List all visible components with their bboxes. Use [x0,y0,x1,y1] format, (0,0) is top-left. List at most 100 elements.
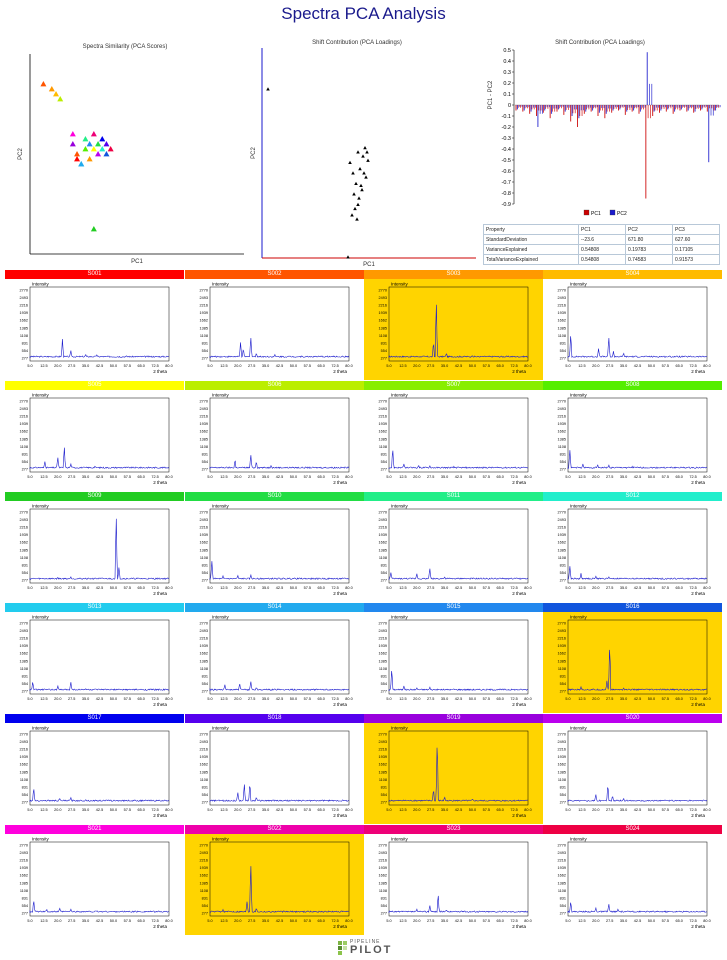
spectrum-cell[interactable]: S006 Intensity 2 theta 2770 2493 2216 1939 1662… [185,381,364,491]
x-tick-label: 35.0 [262,364,269,368]
y-tick-label: 2770 [20,844,28,848]
x-tick-label: 20.0 [234,364,241,368]
y-tick-label: 1662 [20,874,28,878]
y-tick-label: 1108 [558,889,566,893]
y-tick-label: 831 [381,341,387,345]
plot-background [210,731,349,805]
x-tick-label: 12.5 [220,919,227,923]
table-cell: 0.74583 [625,254,673,265]
x-tick-label: 72.5 [510,808,517,812]
x-tick-label: 65.0 [676,586,683,590]
legend-swatch [609,209,616,216]
x-tick-label: 42.5 [96,808,103,812]
y-tick-label: 1662 [379,874,387,878]
y-tick-label: 277 [560,912,566,916]
x-tick-label: 5.0 [565,697,570,701]
y-tick-label: 1662 [20,541,28,545]
x-tick-label: 5.0 [27,697,32,701]
x-tick-label: 35.0 [620,475,627,479]
x-tick-label: 20.0 [413,808,420,812]
loadings-bar-chart[interactable]: 0.5 0.4 0.3 0.2 0.1 0 -0.1 -0.2 -0.3 -0.4 -0.5 -0.6… [480,44,725,222]
spectrum-cell[interactable]: S010 Intensity 2 theta 2770 2493 2216 1939 1662… [185,492,364,602]
spectrum-cell-header: S009 [5,492,184,501]
x-tick-label: 80.0 [345,808,352,812]
spectrum-cell[interactable]: S024 Intensity 2 theta 2770 2493 2216 1939 1662… [543,825,722,935]
spectrum-cell[interactable]: S022 Intensity 2 theta 2770 2493 2216 1939 1662… [185,825,364,935]
y-tick-label: 1385 [200,881,208,885]
y-tick-label: 2770 [200,511,208,515]
plot-background [210,398,349,472]
x-axis-label: 2 theta [333,702,347,707]
plot-frame [567,730,708,806]
scores-plot[interactable]: PC1 PC2 [14,48,244,266]
spectrum-cell[interactable]: S020 Intensity 2 theta 2770 2493 2216 1939 1662… [543,714,722,824]
x-tick-label: 5.0 [386,697,391,701]
y-axis-label: Intensity [212,615,230,620]
y-tick-label: 277 [22,912,28,916]
score-point [78,161,85,167]
x-axis-label: 2 theta [153,924,167,929]
spectrum-cell[interactable]: S011 Intensity 2 theta 2770 2493 2216 1939 1662… [364,492,543,602]
spectrum-cell[interactable]: S004 Intensity 2 theta 2770 2493 2216 1939 1662… [543,270,722,380]
y-tick-label: 0.4 [503,59,511,65]
x-tick-label: 12.5 [578,808,585,812]
y-tick-label: 1385 [20,770,28,774]
x-tick-label: 80.0 [703,475,710,479]
spectrum-cell[interactable]: S008 Intensity 2 theta 2770 2493 2216 1939 1662… [543,381,722,491]
x-tick-label: 50.0 [648,697,655,701]
x-tick-label: 65.0 [138,364,145,368]
spectrum-cell[interactable]: S005 Intensity 2 theta 2770 2493 2216 1939 1662… [5,381,184,491]
x-tick-label: 35.0 [82,808,89,812]
y-tick-label: 2493 [200,518,208,522]
y-tick-label: -0.6 [502,169,511,175]
x-tick-label: 80.0 [524,586,531,590]
y-tick-label: 2216 [200,637,208,641]
y-tick-label: 1662 [20,430,28,434]
spectrum-line [209,866,349,913]
y-tick-label: 1662 [379,541,387,545]
y-tick-label: 554 [202,793,208,797]
x-tick-label: 50.0 [110,808,117,812]
y-tick-label: 831 [560,563,566,567]
spectrum-cell-header: S016 [543,603,722,612]
score-point [74,156,81,162]
spectrum-cell[interactable]: S009 Intensity 2 theta 2770 2493 2216 1939 1662… [5,492,184,602]
loadings-scatter-plot[interactable]: PC1 PC2 [248,44,478,266]
x-tick-label: 65.0 [138,697,145,701]
y-tick-label: 277 [381,468,387,472]
spectrum-cell[interactable]: S017 Intensity 2 theta 2770 2493 2216 1939 1662… [5,714,184,824]
y-tick-label: 1385 [379,437,387,441]
spectrum-cell[interactable]: S007 Intensity 2 theta 2770 2493 2216 1939 1662… [364,381,543,491]
x-tick-label: 12.5 [40,364,47,368]
loadings-bar-title: Shift Contribution (PCA Loadings) [555,40,645,46]
y-tick-label: 0.3 [503,70,511,76]
spectrum-cell[interactable]: S002 Intensity 2 theta 2770 2493 2216 1939 1662… [185,270,364,380]
y-tick-label: 831 [22,785,28,789]
y-tick-label: 277 [560,690,566,694]
y-tick-label: 554 [202,904,208,908]
spectrum-cell[interactable]: S014 Intensity 2 theta 2770 2493 2216 1939 1662… [185,603,364,713]
spectrum-line [29,447,170,470]
spectrum-cell[interactable]: S015 Intensity 2 theta 2770 2493 2216 1939 1662… [364,603,543,713]
spectrum-cell[interactable]: S003 Intensity 2 theta 2770 2493 2216 1939 1662… [364,270,543,380]
spectrum-chart: Intensity 2 theta 2770 2493 2216 1939 1662 1385… [379,393,532,486]
spectrum-cell[interactable]: S001 Intensity 2 theta 2770 2493 2216 1939 1662… [5,270,184,380]
x-tick-label: 72.5 [510,475,517,479]
spectrum-cell[interactable]: S012 Intensity 2 theta 2770 2493 2216 1939 1662… [543,492,722,602]
spectrum-cell[interactable]: S018 Intensity 2 theta 2770 2493 2216 1939 1662… [185,714,364,824]
x-tick-label: 50.0 [110,697,117,701]
spectrum-cell[interactable]: S013 Intensity 2 theta 2770 2493 2216 1939 1662… [5,603,184,713]
spectrum-cell[interactable]: S023 Intensity 2 theta 2770 2493 2216 1939 1662… [364,825,543,935]
spectrum-chart: Intensity 2 theta 2770 2493 2216 1939 1662 1385… [379,282,532,375]
table-cell: 0.91573 [672,254,720,265]
x-tick-label: 42.5 [634,475,641,479]
y-tick-label: 1662 [200,319,208,323]
spectrum-cell[interactable]: S019 Intensity 2 theta 2770 2493 2216 1939 1662… [364,714,543,824]
x-tick-label: 35.0 [262,808,269,812]
y-tick-label: 1385 [200,437,208,441]
loading-point [361,154,365,158]
x-tick-label: 57.5 [124,475,131,479]
spectrum-cell[interactable]: S016 Intensity 2 theta 2770 2493 2216 1939 1662… [543,603,722,713]
y-axis-label: Intensity [570,504,588,509]
spectrum-cell[interactable]: S021 Intensity 2 theta 2770 2493 2216 1939 1662… [5,825,184,935]
